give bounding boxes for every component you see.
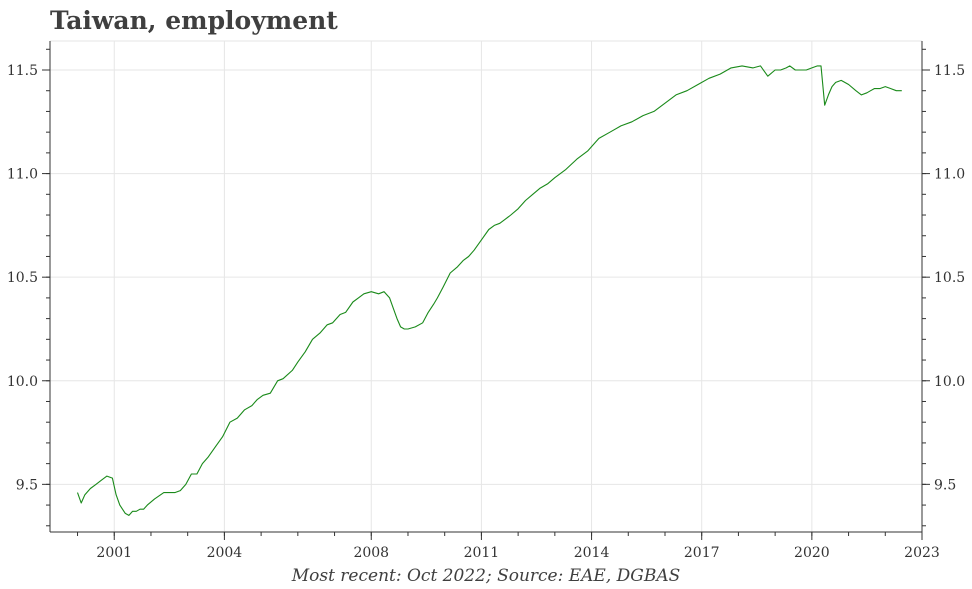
y-tick-label-left: 11.5 — [7, 63, 38, 79]
y-tick-label-left: 10.0 — [7, 374, 38, 390]
y-tick-label-left: 9.5 — [16, 477, 38, 493]
y-tick-label-right: 10.0 — [934, 374, 965, 390]
tick-label-layer: 2001 2004 2008 2011 2014 2017 2020 2023 9.5 9.5 10… — [7, 63, 965, 561]
grid-layer — [50, 40, 923, 532]
x-tick-label: 2001 — [96, 545, 132, 561]
series-line-layer — [76, 65, 902, 516]
y-tick-label-left: 11.0 — [7, 167, 38, 183]
axes-layer — [42, 41, 930, 540]
x-tick-label: 2017 — [684, 545, 720, 561]
y-tick-label-left: 10.5 — [7, 270, 38, 286]
y-tick-label-right: 9.5 — [934, 477, 956, 493]
y-tick-label-right: 10.5 — [934, 270, 965, 286]
x-tick-label: 2014 — [574, 545, 610, 561]
chart-caption: Most recent: Oct 2022; Source: EAE, DGBA… — [291, 566, 681, 586]
x-tick-label: 2011 — [464, 545, 500, 561]
y-tick-label-right: 11.5 — [934, 63, 965, 79]
y-tick-label-right: 11.0 — [934, 167, 965, 183]
employment-series-line — [76, 65, 902, 516]
x-tick-label: 2020 — [794, 545, 830, 561]
chart-title: Taiwan, employment — [50, 6, 338, 35]
x-tick-label: 2008 — [353, 545, 389, 561]
x-tick-label: 2004 — [207, 545, 243, 561]
x-tick-label: 2023 — [904, 545, 940, 561]
